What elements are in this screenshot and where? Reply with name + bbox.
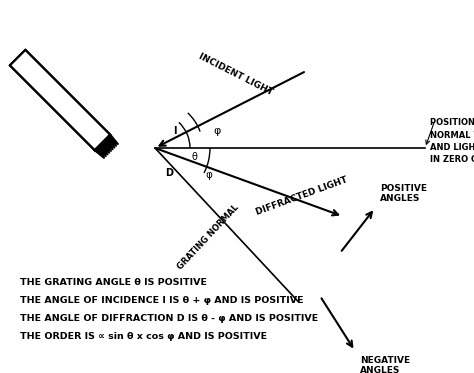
Text: THE ANGLE OF INCIDENCE I IS θ + φ AND IS POSITIVE: THE ANGLE OF INCIDENCE I IS θ + φ AND IS… xyxy=(20,296,304,305)
Text: I: I xyxy=(173,126,176,136)
Text: POSITIVE
ANGLES: POSITIVE ANGLES xyxy=(380,184,427,203)
Text: THE GRATING ANGLE θ IS POSITIVE: THE GRATING ANGLE θ IS POSITIVE xyxy=(20,278,207,287)
Text: THE ORDER IS ∝ sin θ x cos φ AND IS POSITIVE: THE ORDER IS ∝ sin θ x cos φ AND IS POSI… xyxy=(20,332,267,341)
Text: φ: φ xyxy=(213,126,220,136)
Polygon shape xyxy=(10,50,110,150)
Text: D: D xyxy=(165,168,173,178)
Text: φ: φ xyxy=(205,170,212,180)
Text: INCIDENT LIGHT: INCIDENT LIGHT xyxy=(197,52,274,97)
Text: POSITION OF GRATING
NORMAL WHEN I ≅ D
AND LIGHT IS REFLECTED
IN ZERO ORDER.: POSITION OF GRATING NORMAL WHEN I ≅ D AN… xyxy=(430,118,474,164)
Text: GRATING NORMAL: GRATING NORMAL xyxy=(176,203,241,271)
Text: NEGATIVE
ANGLES: NEGATIVE ANGLES xyxy=(360,356,410,373)
Text: θ: θ xyxy=(192,152,198,162)
Text: DIFFRACTED LIGHT: DIFFRACTED LIGHT xyxy=(255,175,349,217)
Text: THE ANGLE OF DIFFRACTION D IS θ - φ AND IS POSITIVE: THE ANGLE OF DIFFRACTION D IS θ - φ AND … xyxy=(20,314,318,323)
